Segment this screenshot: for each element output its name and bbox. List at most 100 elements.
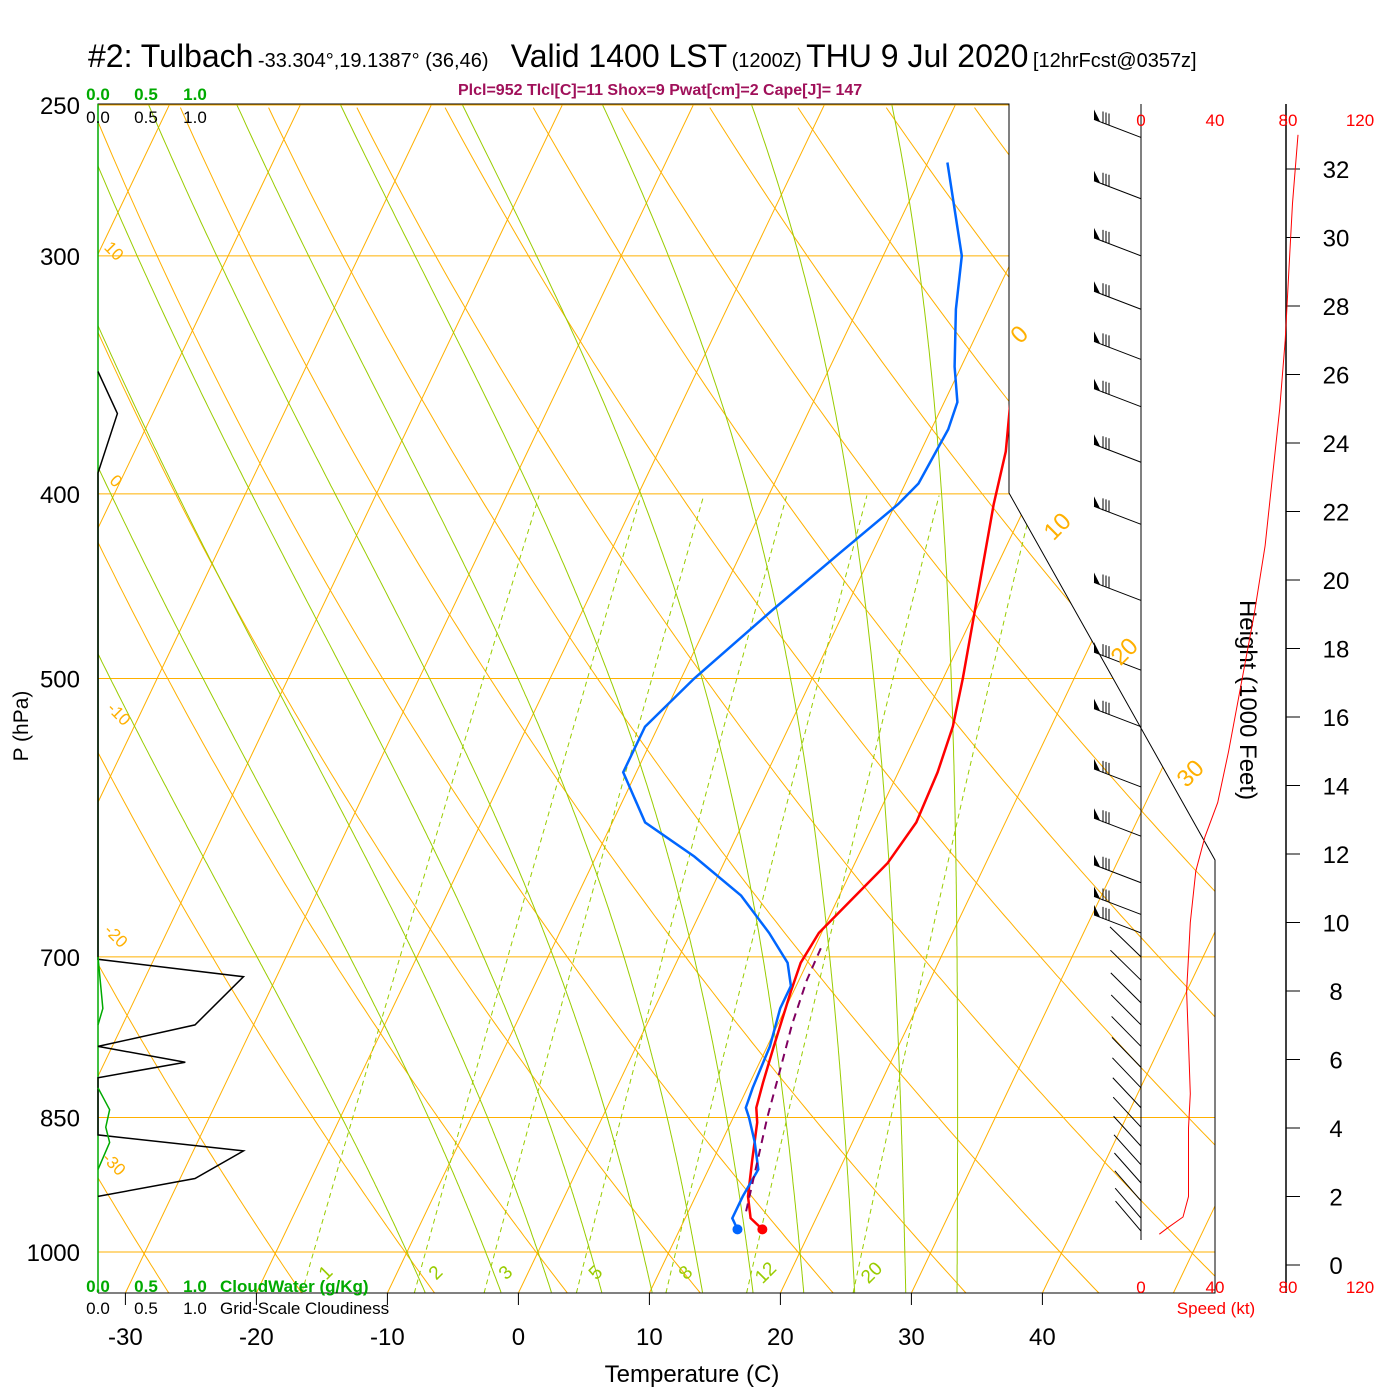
wind-barb-pennant [1094,698,1100,711]
cloudiness-scale-label: 0.0 [86,108,110,127]
wind-barb [1110,994,1142,1026]
cloudwater-scale-label: 1.0 [183,1277,207,1296]
wind-barb [1111,1016,1142,1047]
wind-barb [1093,808,1142,837]
wind-barb [1110,949,1142,981]
x-tick-label: -30 [108,1324,143,1351]
wind-barb-staff [1114,1152,1142,1184]
dry-adiabat [444,107,1215,1293]
wind-barb [1110,972,1142,1004]
wind-barb [1093,642,1142,671]
wind-barb-staff [1110,972,1142,1004]
valid-time: Valid 1400 LST [510,38,728,74]
speed-tick-label: 0 [1136,111,1145,130]
cloudwater-scale-label: 0.0 [86,85,110,104]
wind-barb-staff [1114,1187,1142,1219]
wind-barb-staff [1093,582,1142,601]
cloudwater-scale-label: 0.5 [134,85,158,104]
dry-adiabat [179,107,967,1293]
chart-title: #2: Tulbach -33.304°,19.1387° (36,46) Va… [88,38,1197,75]
wind-barb-staff [1114,1170,1142,1202]
dry-adiabat [268,107,1100,1293]
cloudiness-scale-title: Grid-Scale Cloudiness [220,1299,389,1318]
x-axis-label: Temperature (C) [605,1361,780,1388]
isotherm-label: -30 [98,1149,129,1180]
sounding-parameters: Plcl=952 Tlcl[C]=11 Shox=9 Pwat[cm]=2 Ca… [458,82,863,99]
dry-adiabat [1150,107,1215,1293]
isotherm-label: -10 [103,699,134,730]
moist-adiabat [602,104,856,1293]
speed-tick-label: 0 [1136,1278,1145,1297]
station-name: #2: Tulbach [88,38,254,74]
moist-adiabat [98,104,502,1293]
height-tick-label: 32 [1323,157,1350,184]
isotherm-label: -20 [100,921,131,952]
wind-barb [1093,331,1142,360]
wind-barb-staff [1093,651,1142,671]
isotherm-label: 0 [1005,320,1034,349]
wind-barb-pennant [1094,758,1100,771]
cloudiness-scale-label: 0.0 [86,1299,110,1318]
wind-barb-staff [1093,180,1142,200]
moist-adiabat [148,104,653,1293]
wind-barb-staff [1093,914,1142,934]
speed-tick-label: 120 [1346,111,1374,130]
dry-adiabat [1062,107,1215,1293]
cloudwater-profile [97,1087,111,1170]
dry-adiabat [98,107,170,1293]
wind-barb [1114,1152,1142,1184]
mixing-ratio-line [746,495,940,1293]
wind-barb-staff [1112,1057,1142,1089]
cloudwater-scale-label: 1.0 [183,85,207,104]
wind-barb-pennant [1094,434,1100,447]
height-tick-label: 20 [1323,568,1350,595]
speed-tick-label: 120 [1346,1278,1374,1297]
wind-barb [1093,496,1142,525]
y-tick-label: 700 [40,945,80,972]
plot-frame [97,103,1216,1294]
wind-barb [1093,434,1142,463]
mixing-ratio-line [413,495,642,1293]
y-tick-label: 300 [40,244,80,271]
y-tick-label: 850 [40,1106,80,1133]
mixing-ratio-label: 20 [857,1258,887,1288]
wind-barb-pennant [1094,904,1100,917]
isotherm-line [1041,104,1215,1293]
wind-barb-pennant [1094,808,1100,821]
y-axis-label: P (hPa) [10,691,33,762]
wind-barb [1093,109,1142,138]
isotherm-label: 30 [1172,755,1210,793]
wind-barb-staff [1093,895,1142,915]
moist-adiabat [98,104,603,1293]
wind-barb [1093,904,1142,934]
cloudiness-scale-label: 0.5 [134,108,158,127]
station-coords: -33.304°,19.1387° (36,46) [257,50,489,72]
y-tick-label: 250 [40,93,80,120]
isotherm-label: 10 [1039,508,1077,546]
wind-barb-staff [1093,388,1142,408]
dry-adiabat [797,107,1215,1293]
y-tick-label: 1000 [27,1240,80,1267]
height-tick-label: 28 [1323,294,1350,321]
wind-barb-pennant [1094,331,1100,344]
wind-barb [1093,854,1142,884]
wind-speed-profile [1158,134,1299,1235]
dry-adiabat [98,107,701,1293]
mixing-ratio-label: 8 [675,1262,697,1284]
mixing-ratio-line [852,495,1035,1293]
isotherm-line [98,104,302,1293]
wind-barb [1093,170,1142,200]
wind-barb [1093,886,1142,915]
mixing-ratio-line [575,495,788,1293]
isotherm-label: 20 [1106,633,1144,671]
wind-barb [1113,1134,1142,1166]
isotherm-line [98,104,433,1293]
height-tick-label: 22 [1323,500,1350,527]
height-tick-label: 0 [1329,1253,1342,1280]
wind-barb-staff [1110,949,1142,981]
wind-barb-staff [1115,1200,1142,1232]
wind-barb-staff [1110,994,1142,1026]
isotherm-line [517,104,1088,1293]
isotherm-line [648,104,1215,1293]
